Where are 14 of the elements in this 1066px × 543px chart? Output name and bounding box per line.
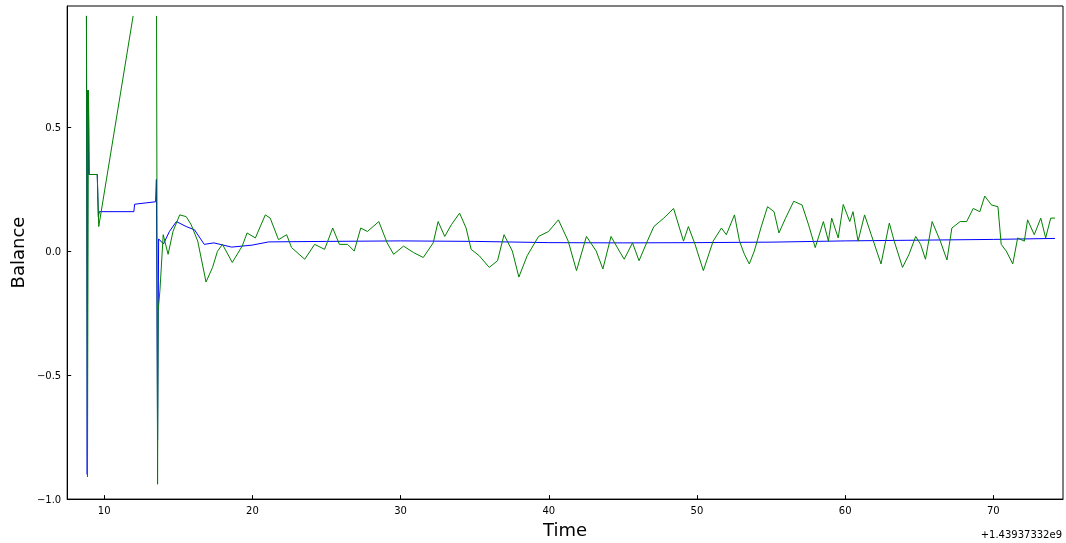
y-tick-label: −1.0 — [36, 493, 62, 505]
y-tick-label: −0.5 — [36, 369, 62, 381]
x-tick-label: 30 — [394, 504, 407, 516]
x-axis-title: Time — [542, 518, 588, 540]
y-tick-label: 0.0 — [45, 245, 62, 257]
y-axis-title: Balance — [6, 216, 28, 289]
x-tick-label: 20 — [246, 504, 259, 516]
x-tick-label: 40 — [542, 504, 556, 516]
x-tick-label: 60 — [838, 504, 852, 516]
y-tick-label: 0.5 — [45, 121, 62, 133]
x-tick-label: 50 — [690, 504, 704, 516]
text: +1.43937332e9 — [980, 528, 1063, 540]
x-tick-label: 10 — [97, 504, 111, 516]
x-tick-label: 70 — [986, 504, 1000, 516]
